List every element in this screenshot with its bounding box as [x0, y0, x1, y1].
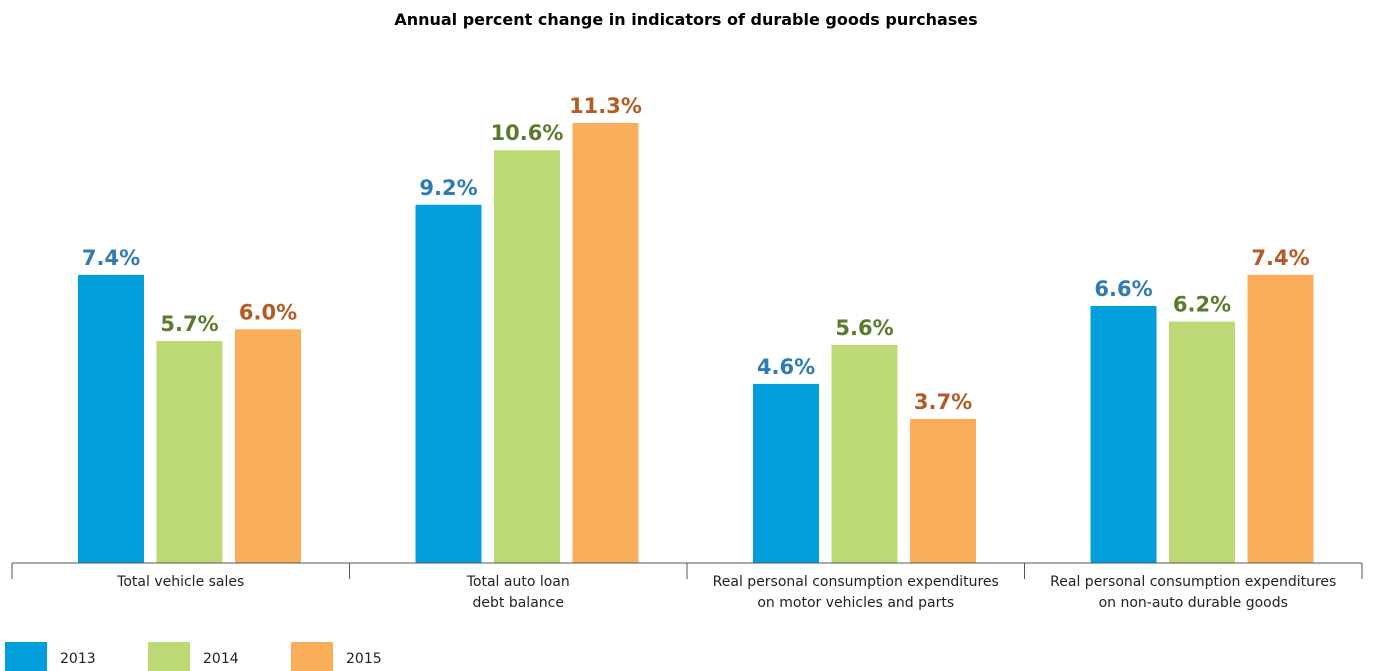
legend-label-2014: 2014: [203, 651, 239, 667]
data-label-2014-3: 5.6%: [835, 316, 893, 340]
legend-swatch-2015: [291, 642, 333, 671]
category-label-3: Real personal consumption expenditures: [713, 574, 999, 590]
bar-2014-1: [156, 341, 223, 563]
legend-swatch-2013: [5, 642, 47, 671]
legend-swatch-2014: [148, 642, 190, 671]
category-label-1: Total vehicle sales: [116, 574, 244, 590]
bar-2015-3: [910, 418, 976, 563]
chart-title: Annual percent change in indicators of d…: [394, 10, 977, 29]
legend-label-2013: 2013: [60, 651, 96, 667]
bar-2013-4: [1090, 305, 1157, 563]
data-label-2015-1: 6.0%: [239, 300, 297, 324]
data-label-2015-4: 7.4%: [1251, 246, 1309, 270]
category-label-4: Real personal consumption expenditures: [1050, 574, 1336, 590]
data-label-2015-3: 3.7%: [914, 390, 972, 414]
bar-2014-2: [494, 150, 560, 563]
bar-2013-2: [415, 204, 482, 563]
data-label-2014-2: 10.6%: [491, 121, 564, 145]
bar-2013-3: [753, 383, 819, 563]
bar-2014-3: [831, 344, 898, 563]
data-label-2014-1: 5.7%: [160, 312, 218, 336]
bar-2014-4: [1169, 321, 1235, 563]
bar-2015-4: [1247, 274, 1314, 563]
data-label-2013-2: 9.2%: [419, 176, 477, 200]
bar-2015-1: [235, 329, 301, 563]
category-label-4: on non-auto durable goods: [1099, 595, 1288, 611]
data-label-2015-2: 11.3%: [569, 94, 642, 118]
data-label-2013-3: 4.6%: [757, 355, 815, 379]
bars-group: 7.4% 5.7% 6.0% 9.2% 10.6%11.3% 4.6% 5.6% 3.7% 6.…: [78, 94, 1314, 563]
data-label-2013-1: 7.4%: [82, 246, 140, 270]
legend-label-2015: 2015: [346, 651, 382, 667]
data-label-2014-4: 6.2%: [1173, 293, 1231, 317]
category-label-3: on motor vehicles and parts: [757, 595, 954, 611]
bar-2015-2: [572, 122, 639, 563]
bar-2013-1: [78, 274, 144, 563]
x-axis: Total vehicle sales Total auto loan debt b…: [11, 562, 1363, 611]
category-label-2: debt balance: [473, 595, 564, 611]
data-label-2013-4: 6.6%: [1094, 277, 1152, 301]
legend: 2013 2014 2015: [5, 642, 382, 671]
category-label-2: Total auto loan: [466, 574, 570, 590]
